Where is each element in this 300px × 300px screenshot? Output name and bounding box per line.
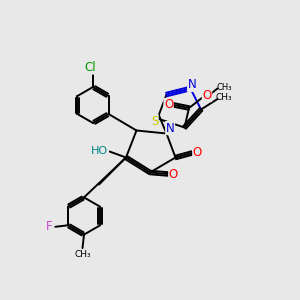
Text: O: O [169, 167, 178, 181]
Text: O: O [193, 146, 202, 160]
Text: N: N [166, 122, 175, 135]
Text: S: S [151, 115, 158, 128]
Text: F: F [46, 220, 52, 233]
Text: CH₃: CH₃ [74, 250, 91, 259]
Text: HO: HO [91, 146, 109, 156]
Text: Cl: Cl [85, 61, 96, 74]
Text: N: N [188, 78, 196, 92]
Text: O: O [202, 88, 211, 102]
Text: CH₃: CH₃ [216, 93, 232, 102]
Text: O: O [164, 98, 173, 112]
Text: CH₃: CH₃ [216, 82, 232, 91]
